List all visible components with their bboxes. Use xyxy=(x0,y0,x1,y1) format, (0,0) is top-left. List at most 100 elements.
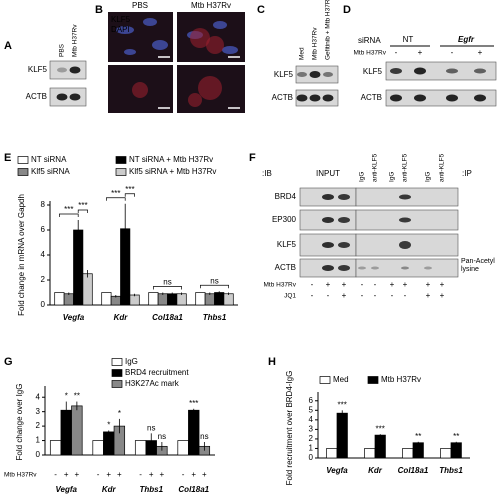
bar xyxy=(336,412,348,459)
sign: - xyxy=(311,280,314,289)
y-tick-label: 1 xyxy=(36,436,41,445)
nucleus xyxy=(116,26,134,34)
lane-label: anti-KLF5 xyxy=(372,153,379,182)
bar xyxy=(223,293,234,306)
bar xyxy=(326,448,338,459)
y-axis-title: Fold change over IgG xyxy=(15,384,24,461)
significance: ** xyxy=(415,432,421,441)
y-tick-label: 0 xyxy=(41,300,46,309)
sign: + xyxy=(390,280,395,289)
band xyxy=(474,68,486,74)
sign: + xyxy=(117,470,122,479)
legend-swatch xyxy=(17,168,29,176)
band xyxy=(322,194,334,200)
blot xyxy=(385,89,497,107)
band xyxy=(414,94,426,102)
band xyxy=(338,217,350,223)
sign: - xyxy=(374,280,377,289)
band xyxy=(390,68,402,74)
sign: - xyxy=(361,291,364,300)
bar xyxy=(188,409,200,456)
y-tick-label: 6 xyxy=(41,225,46,234)
row-label: Mtb H37Rv xyxy=(263,282,296,289)
row-label: EP300 xyxy=(272,215,297,224)
sign: + xyxy=(342,280,347,289)
band xyxy=(414,67,426,75)
x-tick-label: Thbs1 xyxy=(139,485,163,494)
band xyxy=(322,242,334,248)
bar xyxy=(134,440,147,456)
bar xyxy=(49,440,62,456)
band xyxy=(399,217,411,223)
bar xyxy=(54,292,65,306)
column-label: PBS xyxy=(132,1,148,10)
micrograph xyxy=(108,12,173,62)
x-tick-label: Col18a1 xyxy=(398,466,429,475)
band xyxy=(338,242,350,248)
sign: - xyxy=(311,291,314,300)
band xyxy=(399,194,411,200)
signal xyxy=(198,76,222,100)
sign: + xyxy=(202,470,207,479)
group-label: NT xyxy=(403,35,414,44)
band xyxy=(474,94,486,102)
significance: * xyxy=(65,392,68,401)
band xyxy=(446,68,458,74)
y-tick-label: 3 xyxy=(36,407,41,416)
significance: ** xyxy=(74,392,80,401)
significance: *** xyxy=(125,185,134,194)
y-tick-label: 0 xyxy=(36,450,41,459)
bar xyxy=(176,293,187,306)
sign: - xyxy=(374,291,377,300)
legend-swatch xyxy=(115,156,127,164)
band xyxy=(401,266,409,270)
blot xyxy=(355,258,459,278)
y-tick-label: 0 xyxy=(309,453,314,462)
row-label: ACTB xyxy=(361,93,382,102)
legend-swatch xyxy=(367,376,379,384)
bar xyxy=(63,293,74,306)
sign: + xyxy=(149,470,154,479)
panel-label: A xyxy=(4,40,12,52)
x-tick-label: Thbs1 xyxy=(203,313,227,322)
bar xyxy=(364,448,376,459)
sign: + xyxy=(326,280,331,289)
legend-swatch xyxy=(17,156,29,164)
sign: + xyxy=(418,48,423,57)
legend-label: IgG xyxy=(125,357,138,366)
panel-label: B xyxy=(95,4,103,16)
row-label: KLF5 xyxy=(277,240,297,249)
legend-swatch xyxy=(319,376,331,384)
row-label: KLF5 xyxy=(28,65,48,74)
legend-label: Med xyxy=(333,375,349,384)
bar xyxy=(157,293,168,306)
significance: ns xyxy=(200,432,208,441)
panel-label: D xyxy=(343,4,351,16)
significance: *** xyxy=(189,399,198,408)
legend-swatch xyxy=(111,358,123,366)
bracket xyxy=(77,209,88,213)
sign: + xyxy=(426,291,431,300)
x-tick-label: Vegfa xyxy=(56,485,78,494)
side-label: Pan-Acetyl lysine xyxy=(461,258,495,273)
row-label: KLF5 xyxy=(363,67,383,76)
band xyxy=(399,241,411,249)
legend-swatch xyxy=(111,380,123,388)
band xyxy=(309,94,321,102)
significance: ns xyxy=(147,423,155,432)
significance: *** xyxy=(78,201,87,210)
band xyxy=(322,265,334,271)
band xyxy=(296,94,308,102)
nucleus xyxy=(152,40,168,50)
signal xyxy=(132,82,148,98)
band xyxy=(338,194,350,200)
sign: - xyxy=(182,470,185,479)
lane-label: IgG xyxy=(425,172,432,182)
significance: *** xyxy=(338,400,347,409)
bracket xyxy=(59,213,79,217)
bar xyxy=(148,292,159,306)
significance: * xyxy=(118,409,121,418)
bracket xyxy=(124,193,135,197)
sign: - xyxy=(391,291,394,300)
y-tick-label: 6 xyxy=(309,396,314,405)
